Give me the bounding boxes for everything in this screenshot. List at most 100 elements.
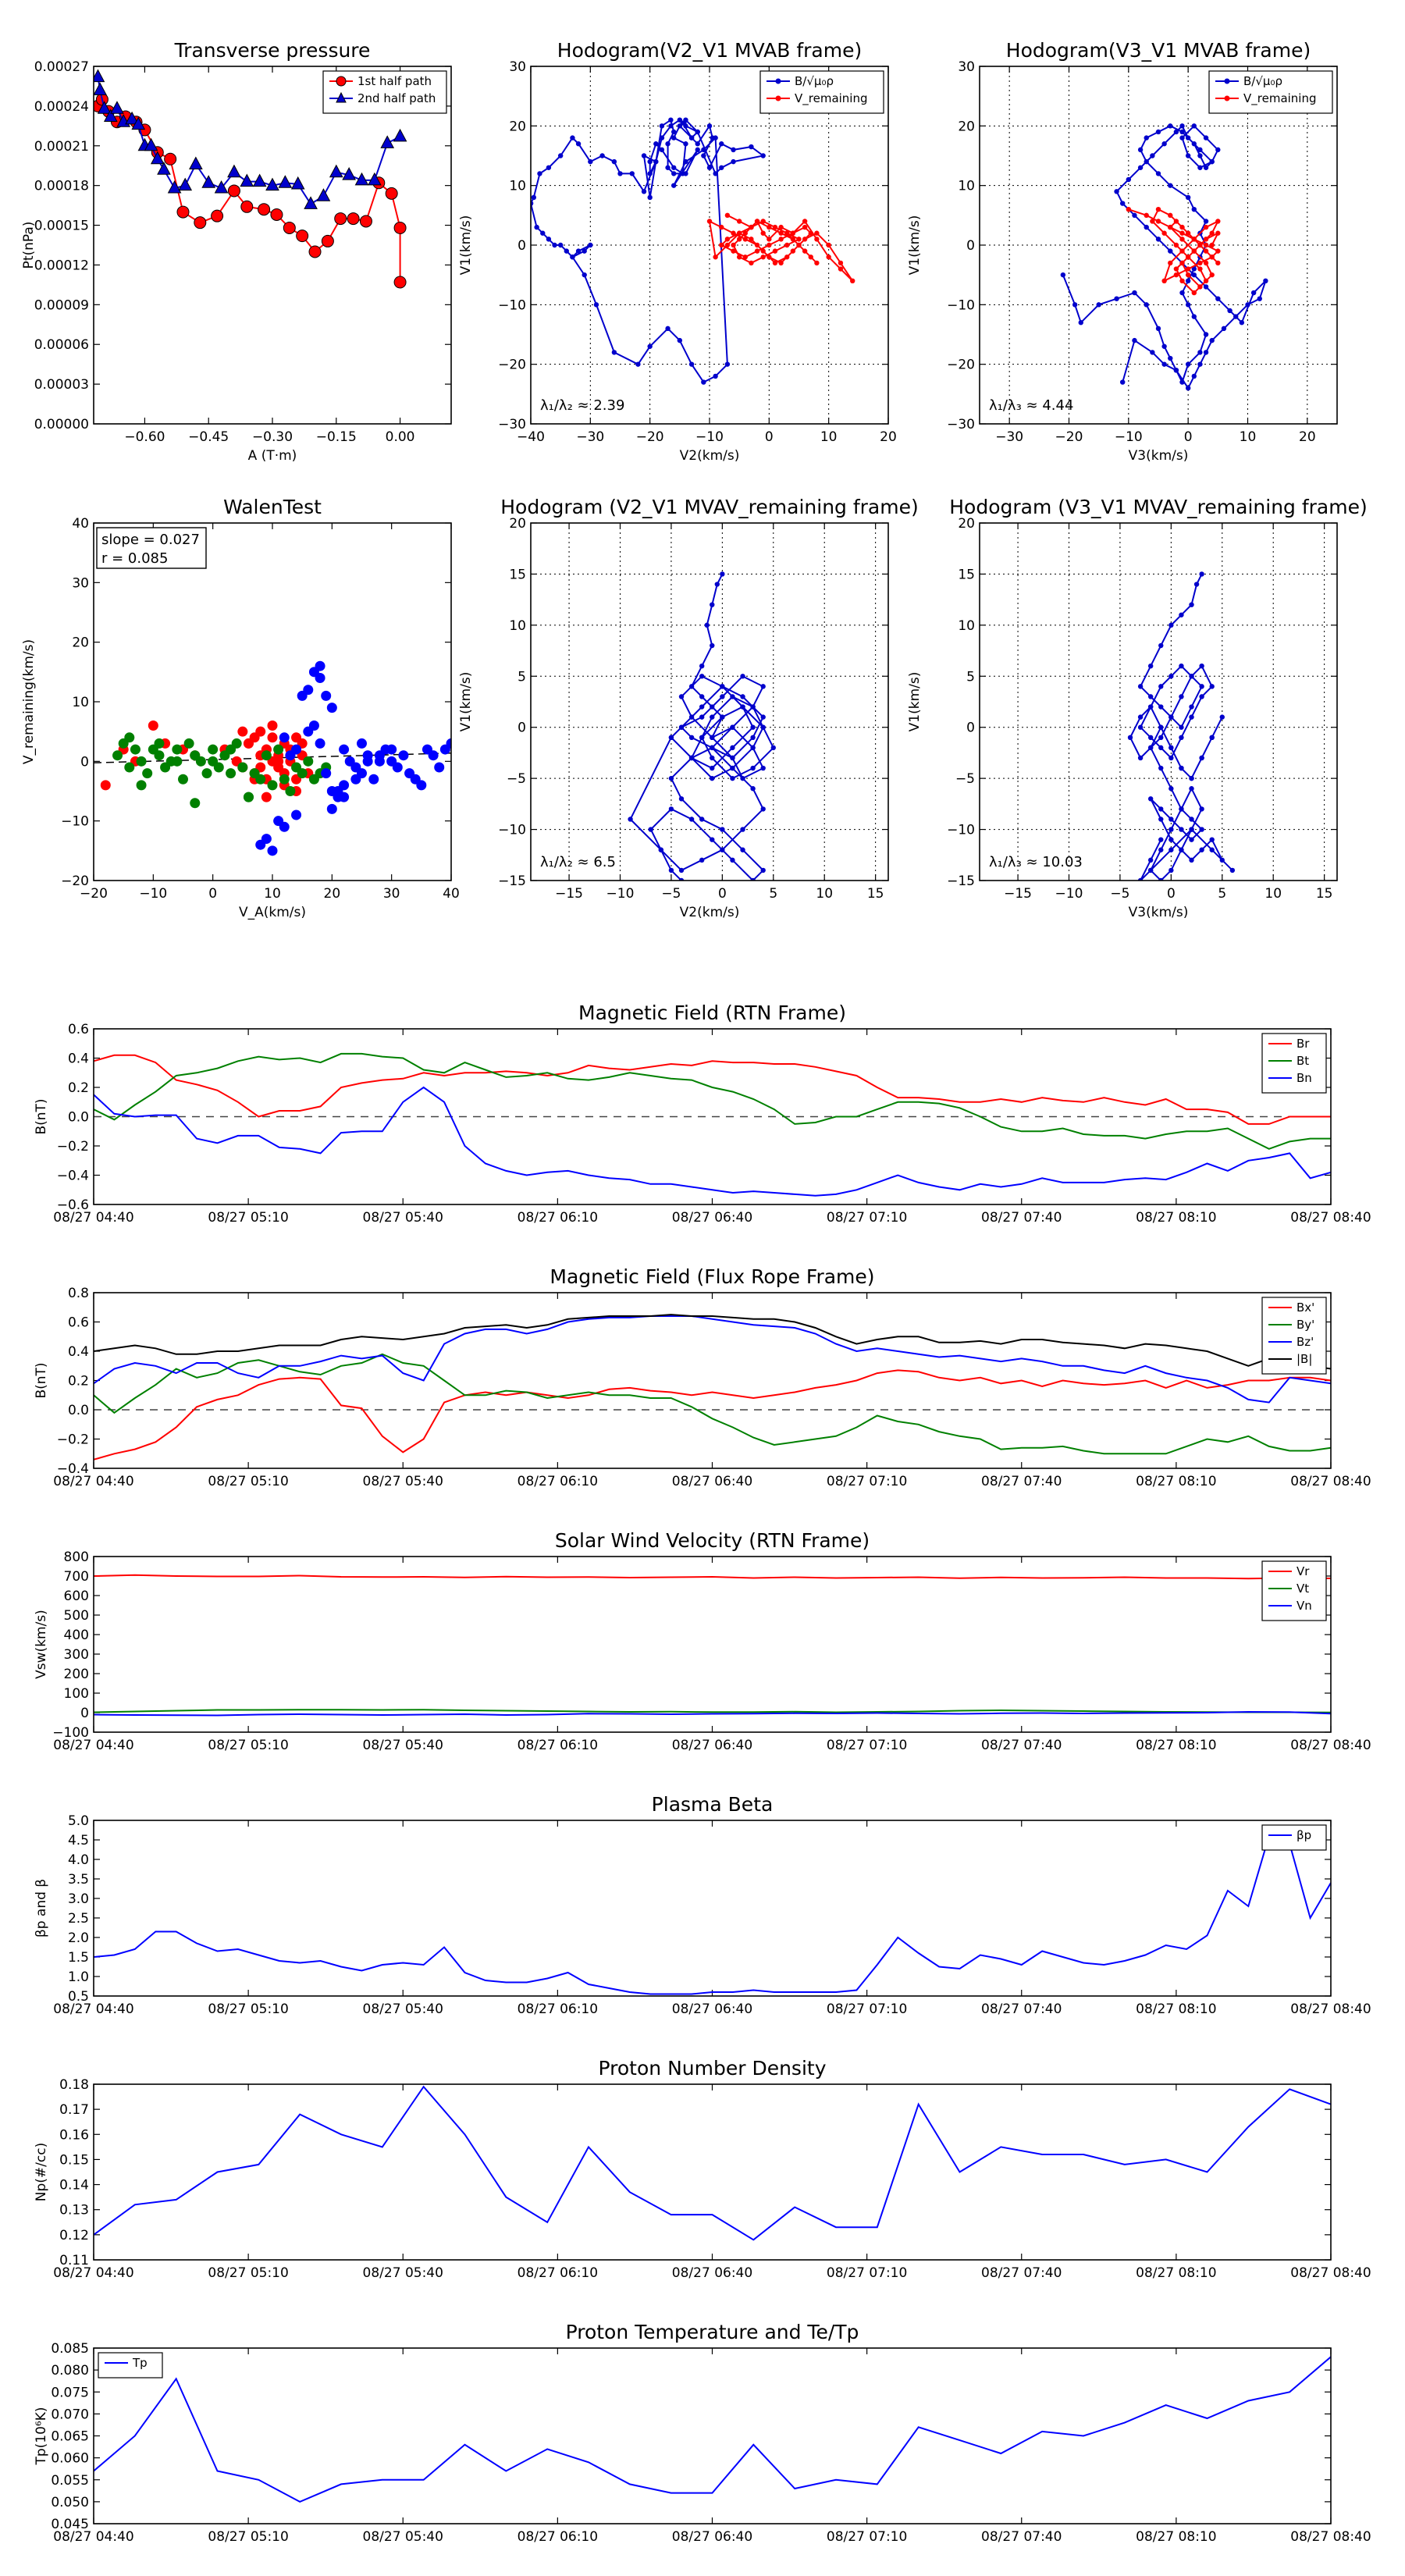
data-point (201, 768, 212, 779)
data-point (699, 664, 705, 669)
x-tick-label: −20 (80, 886, 108, 902)
x-tick-label: 10 (816, 886, 833, 902)
data-point (784, 230, 790, 236)
legend-label: By' (1297, 1318, 1314, 1332)
data-point (226, 744, 237, 755)
data-point (316, 188, 331, 201)
y-tick-label: 0.00015 (34, 219, 89, 234)
series-group (628, 571, 776, 881)
data-point (736, 219, 742, 224)
x-tick-label: 08/27 07:10 (827, 1210, 907, 1226)
y-tick-label: 0.12 (59, 2228, 89, 2243)
data-point (374, 756, 385, 767)
data-point (1203, 165, 1209, 170)
data-point (1203, 219, 1209, 224)
data-point (1168, 714, 1174, 720)
y-tick-label: 15 (509, 567, 526, 582)
data-point (172, 756, 183, 767)
x-tick-label: 08/27 06:40 (672, 2529, 752, 2545)
series-group (94, 1834, 1331, 1995)
data-point (790, 248, 796, 254)
y-tick-label: 0.8 (68, 1286, 89, 1301)
x-tick-label: 08/27 08:10 (1136, 1474, 1216, 1489)
data-point (1120, 379, 1126, 385)
data-point (1197, 153, 1203, 158)
data-point (730, 745, 735, 751)
x-tick-label: −0.45 (188, 429, 229, 445)
plot-frame (93, 1820, 1332, 1997)
x-tick-label: 08/27 05:10 (208, 2529, 288, 2545)
y-axis-label: V1(km/s) (458, 215, 474, 276)
data-point (588, 158, 593, 165)
y-tick-label: 0.00003 (34, 377, 89, 393)
y-axis-label: B(nT) (34, 1362, 49, 1398)
y-tick-label: 3.5 (68, 1872, 89, 1888)
data-point (1158, 745, 1164, 751)
y-tick-label: 0 (80, 754, 89, 770)
series-line-Vn (94, 1710, 1331, 1717)
y-tick-label: 30 (509, 59, 526, 75)
data-point (628, 817, 633, 822)
y-tick-label: 20 (509, 119, 526, 134)
x-tick-label: 0 (765, 429, 774, 445)
data-point (1189, 775, 1194, 781)
x-tick-label: 40 (443, 886, 460, 902)
legend-label: Vt (1297, 1582, 1309, 1596)
data-point (428, 750, 439, 761)
chart-mag_rtn: Magnetic Field (RTN Frame) 08/27 04:40 08/… (34, 1002, 1371, 1226)
data-point (724, 242, 731, 248)
data-point (1197, 260, 1203, 266)
data-point (339, 744, 350, 755)
chart-hodo1: Hodogram(V2_V1 MVAB frame)−40 −30 −20 −10 0 1… (458, 39, 897, 464)
data-point (359, 215, 372, 228)
data-point (1185, 272, 1191, 278)
data-point (838, 266, 844, 272)
chart-walen: WalenTest −20 −10 0 10 20 30 40 −20 −10 0 10 20 30 40 V… (21, 496, 460, 920)
data-point (740, 775, 745, 781)
data-point (178, 774, 188, 785)
y-axis-label: V1(km/s) (907, 672, 923, 732)
data-point (742, 237, 748, 242)
ratio-annotation: λ₁/λ₂ ≈ 2.39 (540, 397, 624, 414)
data-point (1179, 290, 1185, 296)
data-point (1158, 765, 1164, 771)
chart-title: Magnetic Field (RTN Frame) (578, 1002, 846, 1024)
x-tick-label: −40 (517, 429, 545, 445)
y-tick-label: 10 (72, 695, 89, 710)
data-point (838, 260, 844, 266)
data-point (695, 129, 700, 135)
data-point (641, 153, 647, 158)
data-point (1158, 735, 1164, 740)
data-point (802, 248, 808, 254)
chart-title: Solar Wind Velocity (RTN Frame) (555, 1529, 870, 1552)
series-line-Bz' (94, 1315, 1331, 1404)
data-point (326, 803, 337, 814)
y-axis-label: V1(km/s) (907, 215, 923, 276)
x-tick-label: 08/27 06:10 (518, 2001, 598, 2017)
x-tick-label: 08/27 05:40 (363, 2001, 443, 2017)
data-point (112, 750, 123, 761)
data-point (1185, 194, 1191, 201)
data-point (611, 158, 617, 165)
x-tick-label: 20 (880, 429, 897, 445)
y-tick-label: 0.5 (68, 1989, 89, 2005)
legend-marker (336, 76, 347, 87)
legend-label: B/√μ₀ρ (1243, 74, 1282, 88)
data-point (1209, 337, 1215, 343)
y-tick-label: 5.0 (68, 1813, 89, 1829)
series-line-Np (94, 2085, 1331, 2241)
chart-hodo4: Hodogram (V3_V1 MVAV_remaining frame) −15… (907, 496, 1368, 920)
data-point (1197, 165, 1203, 170)
y-tick-label: −10 (61, 814, 89, 830)
data-point (1189, 704, 1194, 710)
data-point (1197, 350, 1203, 355)
data-point (1168, 847, 1174, 852)
y-tick-label: 5 (518, 669, 526, 685)
y-tick-label: 10 (958, 179, 975, 194)
data-point (237, 726, 248, 737)
data-point (1209, 837, 1215, 842)
data-point (1126, 176, 1132, 183)
data-point (665, 326, 670, 332)
data-point (308, 720, 319, 731)
series-line-Bn (94, 1086, 1331, 1197)
